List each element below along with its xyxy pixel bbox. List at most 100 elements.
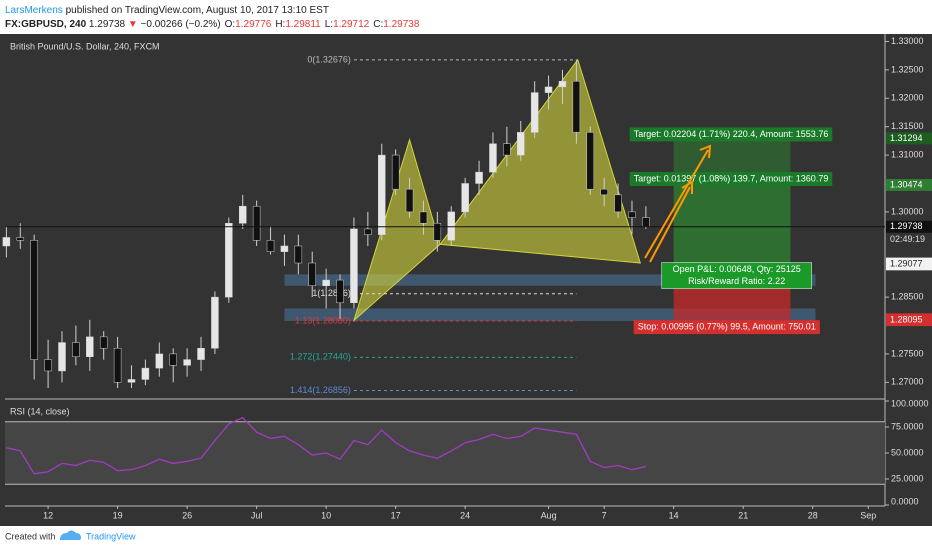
position-label-bg [633,320,820,335]
change: −0.00266 (−0.2%) [141,19,221,30]
projection-arrows [644,144,712,263]
x-tick-label: Jul [251,510,263,520]
candle-body [30,240,38,360]
x-tick-label: Sep [860,510,876,520]
candle-body [322,279,330,286]
candle-body [308,262,316,286]
chart-title: British Pound/U.S. Dollar, 240, FXCM [10,41,160,51]
y-tick-label: 1.30000 [891,206,924,216]
candle-body [211,296,219,349]
y-tick-label: 1.32500 [891,64,924,74]
price-marker-label: 1.29077 [890,259,923,269]
rsi-tick-label: 100.0000 [891,398,929,408]
candle-body [266,240,275,252]
y-tick-label: 1.33000 [891,36,924,46]
candle-body [169,353,177,366]
pnl-text: Open P&L: 0.00648, Qty: 25125 [673,264,801,274]
candle-body [336,279,344,304]
candle-body [44,359,52,372]
logo [60,530,81,540]
published: published on TradingView.com, August 10,… [66,5,329,16]
candle-body [2,237,11,247]
pnl-text: Risk/Reward Ratio: 2.22 [688,276,785,286]
candle-body [86,336,94,358]
price-marker [886,132,932,145]
candle-body [113,347,122,383]
ohlc-value: 1.29712 [333,19,370,30]
fib-label: 0(1.32676) [307,54,351,64]
candle-body [72,342,80,358]
candle-body [294,245,303,264]
support-zone [284,274,816,286]
candle-body [58,342,66,372]
candle-body [127,379,136,383]
candle-body [642,217,650,227]
position-label-bg [629,171,833,186]
candle-body [350,228,358,304]
ohlc-value: 1.29811 [285,19,321,30]
symbol: FX:GBPUSD, 240 [5,19,87,30]
footer-text: Created with [5,531,56,541]
rsi-band [5,421,885,485]
price-marker-label: 1.29738 [890,221,923,231]
candle-body [280,245,289,252]
candle-body [517,132,525,156]
author[interactable]: LarsMerkens [5,5,63,16]
price-marker-label: 1.31294 [890,133,923,143]
candle-body [16,237,25,241]
rsi-line [6,416,647,475]
rsi-tick-label: 50.0000 [891,447,924,457]
position-label: Stop: 0.00995 (0.77%) 99.5, Amount: 750.… [638,321,816,331]
candle-body [238,205,247,224]
candle-body [141,367,150,380]
candle-body [572,80,581,133]
x-tick-label: 21 [738,510,748,520]
candle-body [197,347,205,360]
ohlc-key: C: [373,19,383,30]
candle-body [461,183,469,213]
footer: Created with TradingView [5,530,136,541]
x-tick-label: 19 [113,510,123,520]
price-marker-label: 1.28095 [890,314,923,324]
candle-body [503,143,511,156]
candle-body [586,132,595,190]
brand[interactable]: TradingView [86,531,136,541]
candle-body [155,353,164,369]
candle-body [447,211,456,241]
arrow: ▼ [128,19,138,30]
x-tick-label: 28 [808,510,818,520]
price-marker [886,178,932,191]
x-tick-label: 12 [43,510,53,520]
target-zone [673,184,791,265]
candle-body [252,205,261,241]
ohlc-value: 1.29776 [235,19,272,30]
fib-label: 1(1.2856) [312,288,351,298]
x-tick-label: 24 [460,510,470,520]
x-tick-label: 14 [669,510,679,520]
candle-body [475,171,483,184]
x-tick-label: 17 [391,510,401,520]
y-tick-label: 1.27500 [891,348,924,358]
symbol-line: FX:GBPUSD, 240 1.29738 ▼ −0.00266 (−0.2%… [5,19,420,30]
candle-body [558,80,567,88]
ohlc-key: H: [275,19,285,30]
candle-body [183,359,191,366]
candle-body [600,188,608,196]
y-tick-label: 1.31500 [891,121,924,131]
position-label: Target: 0.02204 (1.71%) 220.4, Amount: 1… [634,129,829,139]
ohlc-value: 1.29738 [383,19,420,30]
candle-body [225,223,233,298]
candle-body [530,92,539,133]
candle-body [419,211,428,224]
fib-label: 1.13(1.28080) [295,315,351,325]
y-tick-label: 1.32000 [891,93,924,103]
candle-body [405,188,414,213]
price-marker [886,314,932,327]
last: 1.29738 [89,19,126,30]
countdown: 02:49:19 [890,234,925,244]
rsi-tick-label: 0.0000 [891,496,919,506]
position-label: Target: 0.01397 (1.08%) 139.7, Amount: 1… [634,173,829,183]
rsi-tick-label: 25.0000 [891,473,924,483]
header-line: LarsMerkens published on TradingView.com… [5,5,329,16]
y-tick-label: 1.31000 [891,149,924,159]
